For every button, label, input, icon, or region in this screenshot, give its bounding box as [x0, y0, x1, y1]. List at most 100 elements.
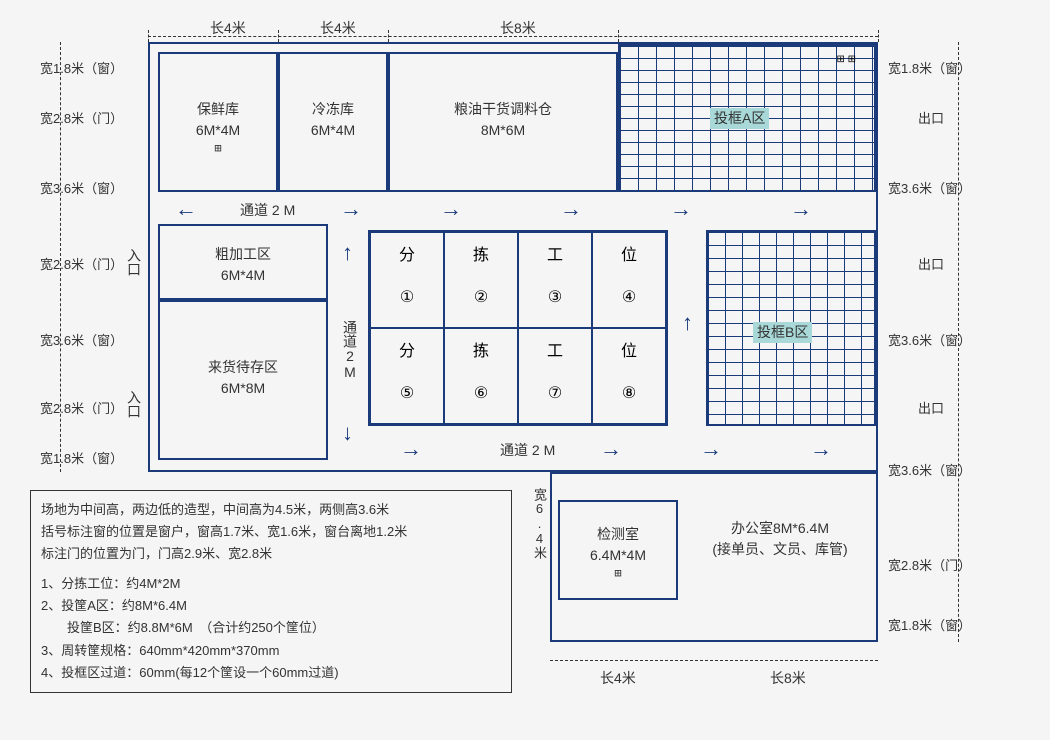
sort-cell: 工 [519, 241, 591, 265]
room-title: 粗加工区 [160, 244, 326, 265]
info-box: 场地为中间高，两边低的造型，中间高为4.5米，两侧高3.6米 括号标注窗的位置是… [30, 490, 512, 693]
arrow-right-icon: → [670, 196, 692, 222]
arrow-up-icon: ↑ [342, 240, 353, 266]
plus-icon: ⊞ [560, 566, 676, 580]
room-dim: 8M*6M [390, 120, 616, 141]
info-line: 标注门的位置为门，门高2.9米、宽2.8米 [41, 543, 501, 565]
ruler-tick [278, 30, 279, 42]
zone-a: 投框A区 ⊞ ⊞ [618, 44, 876, 192]
room-dim: 6M*8M [160, 378, 326, 399]
left-label: 宽2.8米（门） [40, 398, 123, 417]
top-len-3: 长8米 [500, 18, 536, 38]
right-label: 宽3.6米（窗） [888, 330, 971, 349]
sort-num: ④ [593, 287, 665, 307]
entry-left-1: 入口 [124, 248, 144, 276]
small-marks: ⊞ ⊞ [836, 54, 856, 65]
info-line: 3、周转筐规格：640mm*420mm*370mm [41, 640, 501, 662]
info-line: 2、投筐A区：约8M*6.4M [41, 595, 501, 617]
arrow-down-icon: ↓ [342, 420, 353, 446]
right-label: 宽2.8米（门） [888, 555, 971, 574]
right-label: 出口 [918, 254, 944, 273]
right-label: 宽1.8米（窗） [888, 58, 971, 77]
bottom-len-2: 长8米 [770, 668, 806, 688]
room-jiance: 检测室 6.4M*4M ⊞ [558, 500, 678, 600]
sort-cell: 分 [371, 337, 443, 361]
right-label: 出口 [918, 108, 944, 127]
ruler-top [148, 36, 878, 37]
ruler-tick [388, 30, 389, 42]
arrow-right-icon: → [600, 436, 622, 462]
top-len-1: 长4米 [210, 18, 246, 38]
room-title: 来货待存区 [160, 357, 326, 378]
ruler-tick [148, 30, 149, 42]
room-title: 保鲜库 [160, 99, 276, 120]
room-dim: 6M*4M [280, 120, 386, 141]
arrow-left-icon: ← [175, 196, 197, 222]
left-label: 宽1.8米（窗） [40, 58, 123, 77]
arrow-right-icon: → [810, 436, 832, 462]
plus-icon: ⊞ [160, 141, 276, 155]
right-label: 出口 [918, 398, 944, 417]
sort-cell: 拣 [445, 241, 517, 265]
sort-num: ⑦ [519, 383, 591, 403]
left-label: 宽2.8米（门） [40, 108, 123, 127]
sort-num: ② [445, 287, 517, 307]
ruler-tick [878, 30, 879, 42]
arrow-right-icon: → [440, 196, 462, 222]
sort-num: ③ [519, 287, 591, 307]
entry-left-2: 入口 [124, 390, 144, 418]
zone-b: 投框B区 [706, 230, 876, 426]
sorting-grid: 分 ① 拣 ② 工 ③ 位 ④ 分 ⑤ 拣 ⑥ 工 ⑦ 位 ⑧ [368, 230, 668, 426]
left-label: 宽1.8米（窗） [40, 448, 123, 467]
sort-num: ① [371, 287, 443, 307]
right-label: 宽1.8米（窗） [888, 615, 971, 634]
info-line: 4、投框区过道：60mm(每12个筐设一个60mm过道) [41, 662, 501, 684]
sort-cell: 位 [593, 241, 665, 265]
sort-cell: 分 [371, 241, 443, 265]
ruler-tick [618, 30, 619, 42]
arrow-right-icon: → [700, 436, 722, 462]
room-laihuo: 来货待存区 6M*8M [158, 300, 328, 460]
left-label: 宽3.6米（窗） [40, 178, 123, 197]
room-cujia: 粗加工区 6M*4M [158, 224, 328, 300]
room-lengdong: 冷冻库 6M*4M [278, 52, 388, 192]
zone-a-title: 投框A区 [710, 108, 769, 129]
room-dim: 6.4M*4M [560, 545, 676, 566]
left-label: 宽2.8米（门） [40, 254, 123, 273]
room-title: 冷冻库 [280, 99, 386, 120]
sort-num: ⑧ [593, 383, 665, 403]
zone-b-title: 投框B区 [753, 322, 812, 343]
info-line: 投筐B区：约8.8M*6M （合计约250个筐位） [41, 617, 501, 639]
room-title: 粮油干货调料仓 [390, 99, 616, 120]
sort-cell: 工 [519, 337, 591, 361]
sort-num: ⑥ [445, 383, 517, 403]
arrow-up-icon: ↑ [682, 310, 693, 336]
room-title: 检测室 [560, 524, 676, 545]
corridor-bottom-v: 宽6.4米 [530, 488, 549, 559]
sort-cell: 位 [593, 337, 665, 361]
right-label: 宽3.6米（窗） [888, 460, 971, 479]
arrow-right-icon: → [340, 196, 362, 222]
room-title: 办公室8M*6.4M [690, 518, 870, 539]
top-len-2: 长4米 [320, 18, 356, 38]
ruler-bottom [550, 660, 878, 661]
right-label: 宽3.6米（窗） [888, 178, 971, 197]
room-dim: 6M*4M [160, 265, 326, 286]
corridor-h-label: 通道 2 M [240, 200, 295, 220]
info-line: 场地为中间高，两边低的造型，中间高为4.5米，两侧高3.6米 [41, 499, 501, 521]
room-bangong: 办公室8M*6.4M (接单员、文员、库管) [690, 480, 870, 630]
sort-cell: 拣 [445, 337, 517, 361]
corridor-v-label: 通道2M [340, 320, 360, 380]
info-line: 1、分拣工位：约4M*2M [41, 573, 501, 595]
room-sub: (接单员、文员、库管) [690, 539, 870, 560]
left-label: 宽3.6米（窗） [40, 330, 123, 349]
bottom-len-1: 长4米 [600, 668, 636, 688]
info-line: 括号标注窗的位置是窗户，窗高1.7米、宽1.6米，窗台离地1.2米 [41, 521, 501, 543]
room-liangyou: 粮油干货调料仓 8M*6M [388, 52, 618, 192]
arrow-right-icon: → [400, 436, 422, 462]
sort-num: ⑤ [371, 383, 443, 403]
corridor-h-label-2: 通道 2 M [500, 440, 555, 460]
room-baoxian: 保鲜库 6M*4M ⊞ [158, 52, 278, 192]
room-dim: 6M*4M [160, 120, 276, 141]
arrow-right-icon: → [560, 196, 582, 222]
